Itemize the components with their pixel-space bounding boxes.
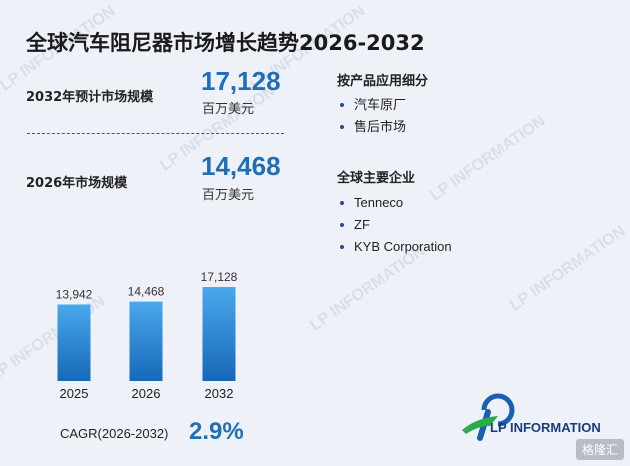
metric-2026-value: 14,468 (201, 151, 281, 181)
metric-2026-unit: 百万美元 (202, 188, 255, 203)
bar-value-label: 14,468 (128, 285, 165, 299)
category-tick-label: 2032 (205, 386, 234, 401)
bar-chart: 13,942 2025 14,468 2026 17,128 2032 (56, 270, 238, 401)
bar-2025 (57, 304, 91, 381)
source-badge: 格隆汇 (575, 439, 624, 460)
list-item: 售后市场 (340, 116, 406, 138)
logo-text: LP INFORMATION (490, 420, 601, 435)
bar-2032 (202, 287, 236, 381)
list-item: KYB Corporation (340, 236, 452, 258)
segments-title: 按产品应用细分 (337, 74, 429, 89)
metric-2026-label: 2026年市场规模 (26, 176, 128, 191)
list-item: Tenneco (340, 192, 452, 214)
divider (27, 133, 284, 134)
list-item: ZF (340, 214, 452, 236)
cagr-value: 2.9% (189, 418, 244, 445)
watermark: LP INFORMATION (507, 222, 629, 315)
bar-value-label: 13,942 (56, 287, 93, 301)
segments-list: 汽车原厂 售后市场 (340, 94, 406, 138)
list-item: 汽车原厂 (340, 94, 406, 116)
category-tick-label: 2026 (132, 386, 161, 401)
metric-2032-value: 17,128 (201, 66, 281, 96)
page-title: 全球汽车阻尼器市场增长趋势2026-2032 (26, 31, 425, 55)
lp-information-logo (462, 393, 515, 441)
bar-2026 (129, 301, 163, 381)
companies-list: Tenneco ZF KYB Corporation (340, 192, 452, 258)
category-tick-label: 2025 (60, 386, 89, 401)
companies-title: 全球主要企业 (337, 171, 416, 186)
cagr-label: CAGR(2026-2032) (60, 426, 169, 441)
metric-2032-unit: 百万美元 (202, 102, 255, 117)
bar-value-label: 17,128 (201, 270, 238, 284)
metric-2032-label: 2032年预计市场规模 (26, 90, 154, 105)
